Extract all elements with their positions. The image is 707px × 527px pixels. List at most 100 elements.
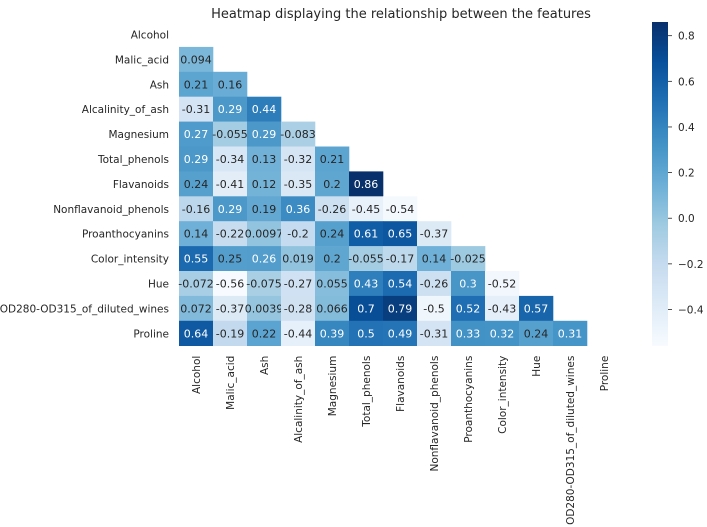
cell-value-label: 0.86 — [354, 178, 379, 191]
heatmap-cell — [349, 320, 384, 346]
cell-value-label: 0.019 — [282, 253, 314, 266]
heatmap-cell — [383, 320, 418, 346]
heatmap-cell — [349, 171, 384, 197]
x-tick-label-nonflavanoid-phenols: Nonflavanoid_phenols — [429, 356, 441, 472]
cell-value-label: 0.14 — [422, 253, 447, 266]
cell-value-label: 0.79 — [388, 302, 413, 315]
heatmap-cell — [247, 121, 282, 147]
heatmap-cell — [383, 196, 418, 222]
heatmap-cell — [383, 271, 418, 297]
heatmap-cell — [349, 246, 384, 272]
heatmap-cell — [247, 246, 282, 272]
cell-value-label: -0.37 — [420, 228, 448, 241]
x-tick-label-color-intensity: Color_intensity — [497, 356, 509, 434]
cell-value-label: 0.61 — [354, 228, 379, 241]
cell-value-label: -0.075 — [246, 277, 281, 290]
y-tick-labels: Alcohol Malic_acid Ash Alcalinity_of_ash Mag… — [0, 29, 169, 340]
heatmap-cell — [247, 171, 282, 197]
heatmap-cell — [179, 96, 214, 122]
y-tick-label-hue: Hue — [148, 278, 169, 290]
cell-value-label: 0.19 — [252, 203, 277, 216]
heatmap-cell — [417, 246, 452, 272]
cell-value-label: 0.24 — [524, 327, 549, 340]
heatmap-cell — [179, 146, 214, 172]
cell-value-label: 0.3 — [459, 277, 477, 290]
cell-value-label: 0.0097 — [245, 228, 284, 241]
cell-value-label: 0.49 — [388, 327, 413, 340]
heatmap-cell — [349, 221, 384, 247]
y-tick-label-color-intensity: Color_intensity — [91, 254, 169, 266]
colorbar-tick-label: 0.0 — [678, 213, 695, 225]
cell-value-label: -0.34 — [216, 153, 244, 166]
x-tick-label-malic-acid: Malic_acid — [225, 356, 237, 410]
heatmap-cell — [213, 320, 248, 346]
heatmap-cell — [485, 295, 520, 322]
heatmap-cell — [281, 271, 316, 297]
cell-value-label: 0.26 — [252, 253, 277, 266]
x-tick-label-flavanoids: Flavanoids — [395, 356, 407, 412]
cell-value-label: 0.0039 — [245, 302, 284, 315]
x-tick-label-hue: Hue — [531, 356, 543, 377]
heatmap-cell — [519, 320, 554, 346]
heatmap-cell — [349, 271, 384, 297]
heatmap-cell — [485, 320, 520, 346]
heatmap-cell — [213, 121, 248, 147]
x-tick-label-proline: Proline — [599, 356, 611, 392]
heatmap-cell — [281, 171, 316, 197]
cell-value-label: 0.29 — [218, 203, 243, 216]
cell-value-label: -0.27 — [284, 277, 312, 290]
heatmap-cell — [383, 221, 418, 247]
y-tick-label-malic-acid: Malic_acid — [115, 54, 169, 66]
heatmap-cell — [281, 196, 316, 222]
heatmap-cell — [179, 271, 214, 297]
cell-value-label: 0.7 — [357, 302, 375, 315]
cell-value-label: 0.12 — [252, 178, 277, 191]
y-tick-label-alcohol: Alcohol — [131, 29, 169, 41]
cell-value-label: -0.26 — [318, 203, 346, 216]
cell-value-label: 0.21 — [184, 78, 209, 91]
heatmap-cell — [315, 171, 350, 197]
cell-value-label: 0.16 — [218, 78, 243, 91]
cell-value-label: 0.13 — [252, 153, 277, 166]
heatmap-cell — [179, 246, 214, 272]
y-tick-label-flavanoids: Flavanoids — [113, 179, 169, 191]
cell-value-label: -0.025 — [450, 253, 485, 266]
heatmap-cell — [179, 221, 214, 247]
heatmap-cell — [213, 221, 248, 247]
cell-value-label: 0.24 — [320, 228, 345, 241]
cell-value-label: 0.066 — [316, 302, 348, 315]
y-tick-label-ash: Ash — [150, 79, 169, 91]
cell-value-label: -0.52 — [488, 277, 516, 290]
heatmap-cell — [383, 246, 418, 272]
heatmap-cell — [247, 295, 282, 322]
heatmap-cell — [349, 196, 384, 222]
cell-value-label: -0.2 — [287, 228, 308, 241]
cell-value-label: 0.24 — [184, 178, 209, 191]
heatmap-cell — [451, 295, 486, 322]
colorbar-tick-label: 0.6 — [678, 76, 695, 88]
heatmap-cell — [213, 196, 248, 222]
cell-value-label: 0.54 — [388, 277, 413, 290]
heatmap-cell — [179, 171, 214, 197]
chart-title: Heatmap displaying the relationship betw… — [211, 7, 591, 22]
heatmap-cell — [315, 246, 350, 272]
heatmap-cell — [315, 146, 350, 172]
cell-value-label: 0.29 — [252, 128, 277, 141]
cell-value-label: 0.39 — [320, 327, 345, 340]
colorbar-tick-label: −0.4 — [678, 304, 704, 316]
y-tick-label-alcalinity-of-ash: Alcalinity_of_ash — [82, 104, 169, 116]
y-tick-label-total-phenols: Total_phenols — [97, 154, 169, 166]
heatmap-cell — [315, 320, 350, 346]
x-tick-label-proanthocyanins: Proanthocyanins — [463, 356, 475, 443]
cell-value-label: 0.055 — [316, 277, 348, 290]
heatmap-cell — [281, 320, 316, 346]
heatmap-cell — [213, 146, 248, 172]
heatmap-cell — [247, 96, 282, 122]
heatmap-cell — [349, 295, 384, 322]
colorbar-tick-label: 0.4 — [678, 122, 695, 134]
cell-value-label: 0.29 — [184, 153, 209, 166]
cell-value-label: -0.072 — [178, 277, 213, 290]
x-tick-label-magnesium: Magnesium — [327, 356, 339, 417]
heatmap-cell — [247, 196, 282, 222]
cell-value-label: 0.44 — [252, 103, 277, 116]
